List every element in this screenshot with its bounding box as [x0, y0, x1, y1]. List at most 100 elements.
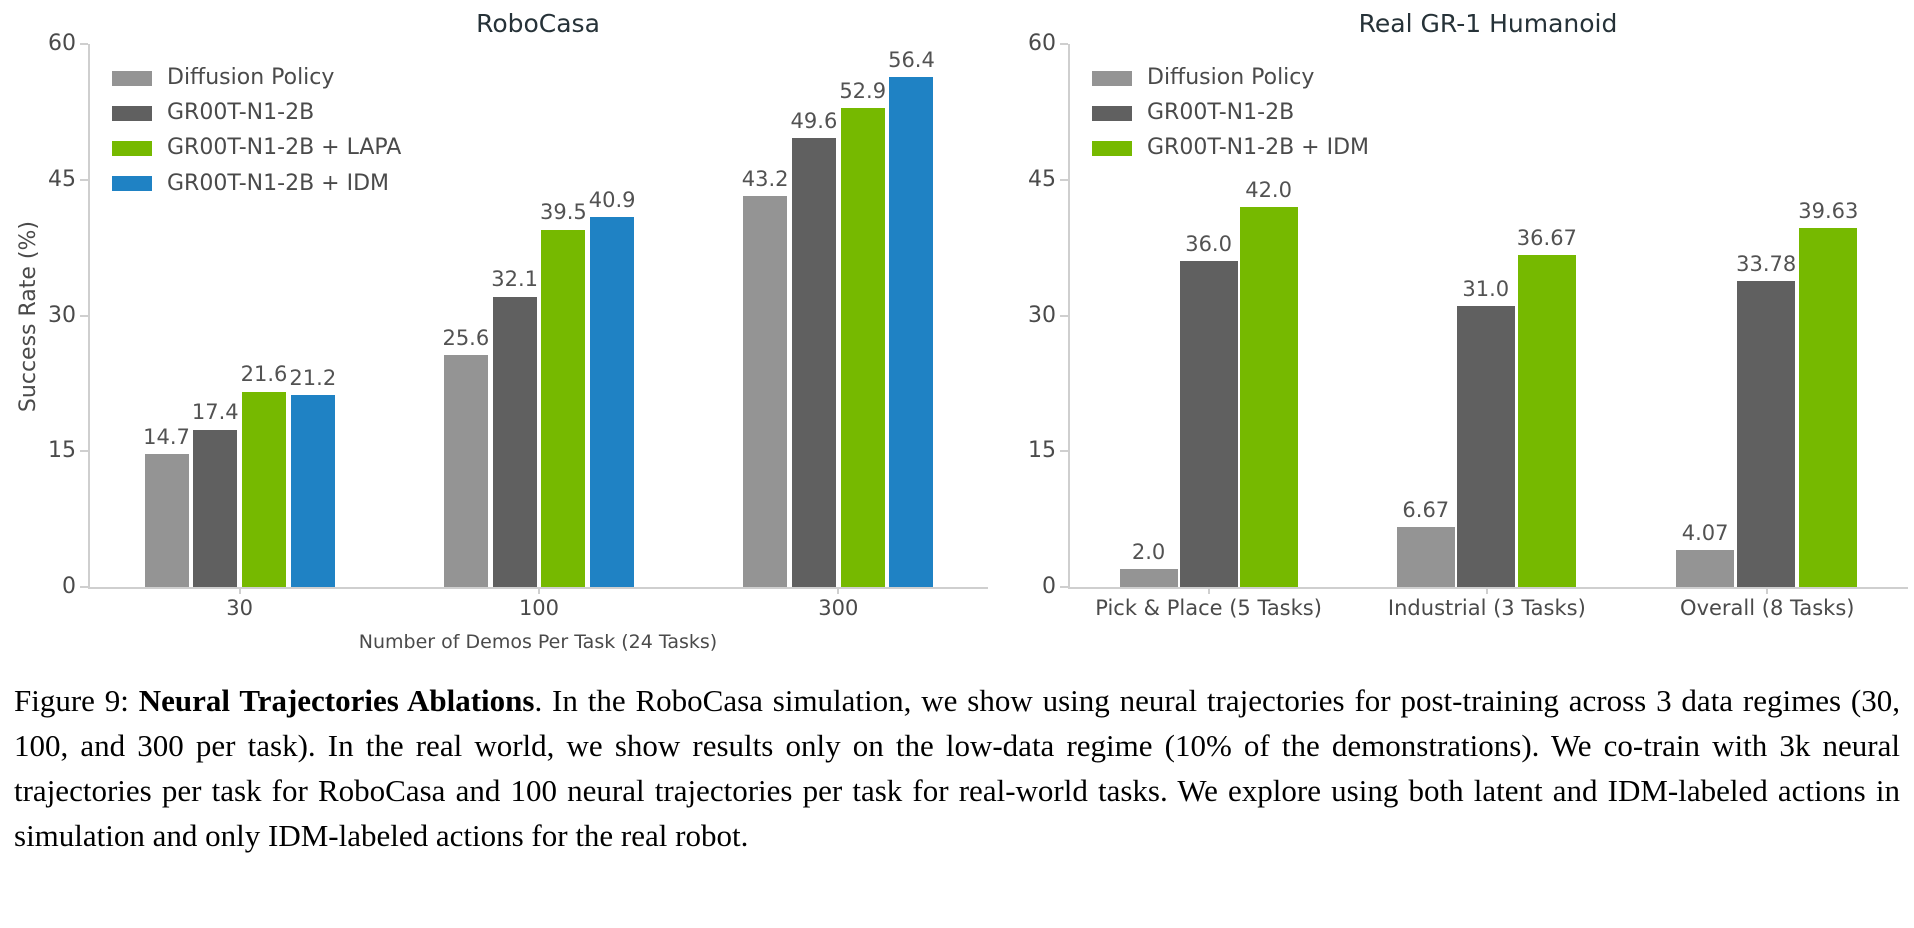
y-tick-label: 60	[1028, 31, 1056, 56]
bar-group: 4.07 33.78 39.63 Overall (8 Tasks)	[1676, 44, 1858, 620]
bar	[443, 355, 488, 587]
x-category-label: Overall (8 Tasks)	[1680, 596, 1855, 620]
y-tick-mark	[1060, 586, 1068, 588]
x-axis-label: Number of Demos Per Task (24 Tasks)	[358, 631, 718, 653]
y-tick-mark	[80, 314, 88, 317]
y-tick-label: 45	[1028, 166, 1056, 192]
y-tick-label: 15	[48, 438, 76, 464]
legend-label: GR00T-N1-2B	[167, 100, 315, 126]
bar-wrap: 49.6	[791, 109, 837, 587]
y-tick-mark	[1060, 314, 1068, 317]
bar-value-label: 36.67	[1516, 226, 1577, 251]
y-tick-label: 30	[48, 302, 76, 328]
bar-wrap: 32.1	[491, 268, 538, 587]
legend-label: GR00T-N1-2B + IDM	[1147, 135, 1369, 161]
legend: Diffusion Policy GR00T-N1-2B GR00T-N1-2B +…	[1092, 65, 1369, 161]
bar-value-label: 2.0	[1131, 539, 1166, 564]
bar-value-label: 6.67	[1402, 497, 1450, 522]
legend-item: Diffusion Policy	[112, 65, 401, 90]
bar	[290, 395, 335, 587]
chart-real-gr1-humanoid: Real GR-1 Humanoid Diffusion Policy GR00T…	[1002, 8, 1914, 653]
y-tick-mark	[1060, 43, 1068, 45]
bar-group: 14.7 17.4 21.6 21.2 30	[143, 44, 336, 620]
bar-value-label: 40.9	[588, 187, 636, 212]
bar-wrap: 33.78	[1736, 253, 1796, 587]
bar-value-label: 43.2	[741, 166, 789, 191]
x-category-label: 300	[818, 596, 859, 620]
caption-prefix: Figure 9:	[14, 683, 139, 718]
bar-value-label: 39.5	[539, 200, 587, 225]
bar	[590, 216, 635, 587]
bar-wrap: 43.2	[741, 166, 789, 587]
chart-robocasa: RoboCasa Success Rate (%) Diffusion Poli…	[0, 8, 1002, 653]
bar-value-label: 17.4	[191, 400, 239, 425]
chart-title: RoboCasa	[476, 9, 600, 38]
bar-wrap: 6.67	[1396, 497, 1455, 587]
bar	[1119, 568, 1178, 587]
bar-wrap: 40.9	[588, 187, 636, 587]
y-tick-label: 0	[1042, 574, 1056, 599]
bar-wrap: 2.0	[1119, 539, 1178, 587]
chart-title: Real GR-1 Humanoid	[1358, 9, 1618, 38]
y-tick-mark	[80, 178, 88, 181]
bar	[1737, 281, 1796, 587]
bar-wrap: 52.9	[839, 80, 886, 587]
y-tick-label: 60	[48, 31, 76, 56]
bar	[541, 229, 586, 587]
legend-label: GR00T-N1-2B + IDM	[167, 170, 389, 196]
legend: Diffusion Policy GR00T-N1-2B GR00T-N1-2B +…	[112, 65, 401, 196]
bar-value-label: 32.1	[491, 267, 538, 292]
legend-label: Diffusion Policy	[1147, 65, 1315, 90]
x-category-label: 30	[226, 596, 254, 620]
y-tick-mark	[80, 43, 88, 45]
y-tick-mark	[80, 450, 88, 453]
bar-value-label: 42.0	[1245, 177, 1292, 202]
bar	[791, 138, 836, 587]
plot-area: Diffusion Policy GR00T-N1-2B GR00T-N1-2B +…	[1028, 33, 1908, 620]
bar-groups: 2.0 36.0 42.0 Pick & Place (5 Tasks) 6.67 31.…	[1070, 44, 1908, 620]
bar-wrap: 42.0	[1239, 177, 1298, 587]
bar-group: 43.2 49.6 52.9 56.4 300	[741, 44, 935, 620]
y-tick-label: 0	[62, 574, 76, 599]
bar-wrap: 21.2	[289, 366, 336, 587]
legend-swatch	[1092, 140, 1132, 156]
y-tick-mark	[1060, 450, 1068, 453]
bar-value-label: 21.6	[240, 362, 288, 387]
bar	[889, 76, 934, 587]
y-tick-label: 45	[48, 166, 76, 192]
y-tick-label: 15	[1028, 438, 1056, 464]
x-tick-mark	[537, 589, 540, 594]
x-category-label: 100	[518, 596, 560, 620]
legend-swatch	[112, 105, 152, 121]
bar-wrap: 17.4	[192, 401, 239, 587]
x-tick-mark	[1485, 589, 1488, 594]
bar-wrap: 39.5	[540, 201, 587, 587]
legend-item: GR00T-N1-2B + IDM	[112, 170, 401, 196]
legend-item: GR00T-N1-2B + LAPA	[112, 136, 401, 160]
bar	[492, 296, 537, 587]
caption-body: . In the RoboCasa simulation, we show us…	[14, 683, 1900, 853]
legend-swatch	[1092, 70, 1132, 86]
bar	[242, 391, 287, 587]
plot-area: Diffusion Policy GR00T-N1-2B GR00T-N1-2B +…	[48, 33, 988, 620]
bar-wrap: 31.0	[1456, 278, 1515, 587]
bar	[144, 453, 189, 587]
bar-value-label: 33.78	[1736, 252, 1797, 277]
bar	[1799, 228, 1858, 587]
legend-label: Diffusion Policy	[167, 65, 335, 90]
x-tick-mark	[1207, 589, 1210, 594]
bar	[1179, 261, 1238, 587]
bar	[1456, 306, 1515, 587]
x-tick-mark	[1766, 589, 1769, 594]
bar-value-label: 56.4	[888, 47, 935, 72]
bar-group: 2.0 36.0 42.0 Pick & Place (5 Tasks)	[1095, 44, 1322, 620]
bar-wrap: 21.6	[240, 362, 288, 587]
x-category-label: Industrial (3 Tasks)	[1387, 596, 1586, 620]
bar-wrap: 36.67	[1516, 226, 1577, 587]
bar-wrap: 25.6	[442, 327, 489, 587]
y-tick-mark	[1060, 178, 1068, 181]
x-tick-mark	[238, 589, 241, 594]
bar-wrap: 4.07	[1676, 521, 1735, 587]
legend-item: GR00T-N1-2B	[112, 100, 401, 126]
